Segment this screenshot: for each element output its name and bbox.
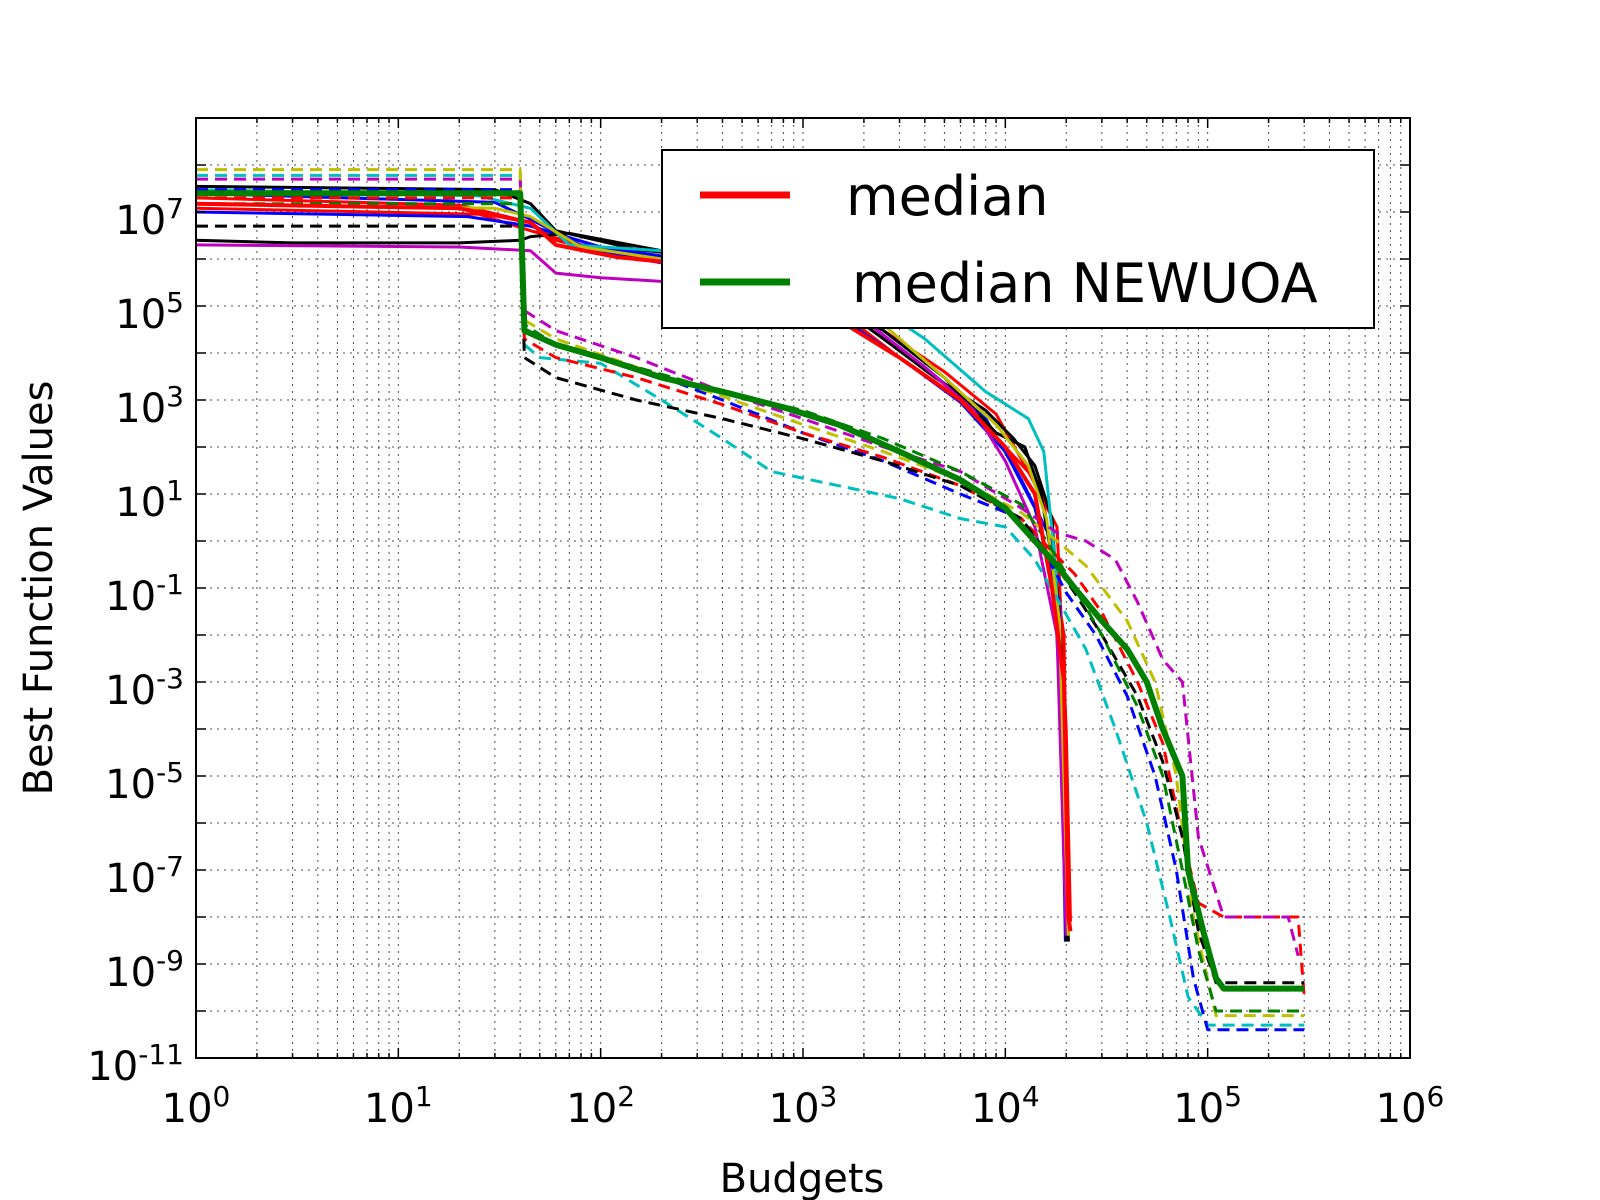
x-tick-label: 106 (1376, 1080, 1445, 1132)
series-median (195, 201, 1073, 932)
x-tick-label: 100 (162, 1080, 231, 1132)
y-tick-label: 103 (115, 380, 184, 432)
y-tick-labels: 107 105 103 101 10-1 10-3 10-5 10-7 10-9 10-11 (87, 192, 184, 1090)
ticks (195, 117, 1411, 1059)
grid (196, 118, 1410, 1058)
series-median-newuoa (196, 190, 1305, 992)
y-tick-label: 10-7 (105, 850, 184, 902)
x-tick-label: 103 (769, 1080, 838, 1132)
legend-label-median-newuoa: median NEWUOA (852, 252, 1318, 315)
y-axis-label: Best Function Values (16, 381, 62, 796)
legend: median median NEWUOA (661, 149, 1375, 329)
x-tick-label: 102 (566, 1080, 635, 1132)
legend-box (661, 149, 1375, 329)
y-tick-label: 10-3 (105, 662, 184, 714)
y-tick-label: 10-11 (87, 1038, 184, 1090)
x-tick-label: 101 (364, 1080, 433, 1132)
x-tick-label: 104 (971, 1080, 1040, 1132)
y-tick-label: 105 (115, 286, 184, 338)
x-tick-labels: 100 101 102 103 104 105 106 (162, 1080, 1445, 1132)
x-tick-label: 105 (1173, 1080, 1242, 1132)
y-tick-label: 107 (115, 192, 184, 244)
run-line-dashed (196, 224, 1305, 985)
y-tick-label: 10-5 (105, 756, 184, 808)
run-line-dashed (196, 173, 1305, 1027)
legend-label-median: median (846, 165, 1048, 228)
x-axis-label: Budgets (720, 1156, 885, 1200)
y-tick-label: 101 (115, 474, 184, 526)
y-tick-label: 10-1 (105, 568, 184, 620)
y-tick-label: 10-9 (105, 944, 184, 996)
